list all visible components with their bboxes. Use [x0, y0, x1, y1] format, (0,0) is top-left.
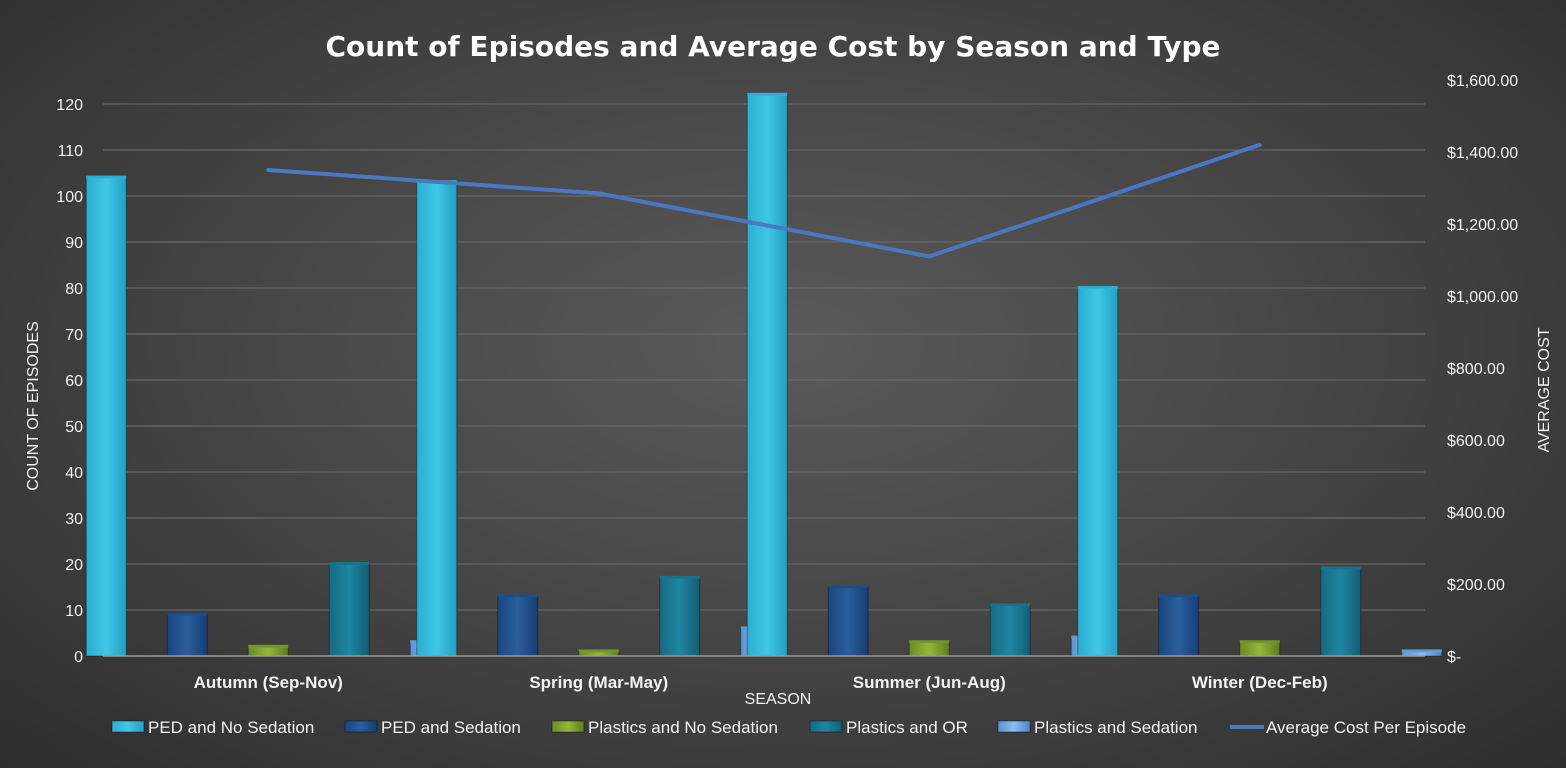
bar-cap — [828, 585, 869, 588]
y-tick-label: 0 — [74, 649, 83, 666]
category-label: Summer (Jun-Aug) — [853, 673, 1006, 692]
left-axis-ticks: 0 10 20 30 40 50 60 70 80 90 100 110 120 — [56, 97, 83, 666]
legend-label: Plastics and OR — [846, 718, 968, 737]
y2-tick-label: $200.00 — [1447, 577, 1505, 594]
bar-cap — [497, 594, 538, 598]
legend-swatch — [809, 720, 843, 733]
bar-cap — [86, 175, 127, 179]
legend-label: PED and No Sedation — [148, 718, 314, 737]
bar-cap — [578, 649, 619, 653]
bar-cap — [1320, 566, 1361, 570]
bar — [497, 595, 539, 657]
bar — [1158, 595, 1200, 657]
legend-swatch — [551, 720, 585, 733]
legend-swatch — [344, 720, 378, 733]
y-tick-label: 20 — [65, 557, 83, 574]
bar — [1320, 568, 1362, 657]
bar — [989, 604, 1031, 657]
bar-cap — [248, 644, 289, 648]
y-tick-label: 30 — [65, 511, 83, 528]
bar-cap — [659, 575, 700, 579]
y-tick-label: 40 — [65, 465, 83, 482]
y2-tick-label: $1,400.00 — [1447, 145, 1518, 162]
y2-axis-title: AVERAGE COST — [1536, 327, 1553, 452]
category-label: Winter (Dec-Feb) — [1192, 673, 1328, 692]
legend: PED and No Sedation PED and Sedation Plast… — [111, 718, 1466, 737]
bar — [166, 614, 208, 657]
y-tick-label: 120 — [56, 97, 83, 114]
legend-label: PED and Sedation — [381, 718, 521, 737]
category-labels: Autumn (Sep-Nov) Spring (Mar-May) Summer (… — [194, 673, 1328, 692]
average-cost-line — [266, 142, 1262, 259]
right-axis-ticks: $- $200.00 $400.00 $600.00 $800.00 $1,000.00 $… — [1447, 73, 1518, 666]
y-tick-label: 10 — [65, 603, 83, 620]
y2-tick-label: $800.00 — [1447, 361, 1505, 378]
category-label: Autumn (Sep-Nov) — [194, 673, 343, 692]
y-tick-label: 110 — [57, 143, 83, 160]
bar-cap — [1401, 649, 1442, 653]
y2-tick-label: $1,000.00 — [1447, 289, 1518, 306]
bar — [247, 646, 289, 657]
category-label: Spring (Mar-May) — [529, 673, 668, 692]
bar — [1077, 287, 1119, 657]
x-axis-title: SEASON — [745, 691, 812, 708]
legend-swatch — [997, 720, 1031, 733]
bar-cap — [990, 603, 1031, 607]
y-tick-label: 70 — [65, 327, 83, 344]
y2-tick-label: $1,200.00 — [1447, 217, 1518, 234]
bar-cap — [1239, 640, 1280, 644]
y-axis-title: COUNT OF EPISODES — [25, 321, 42, 491]
bar-series-group — [85, 92, 1443, 657]
y2-tick-label: $400.00 — [1447, 505, 1505, 522]
y-tick-label: 80 — [65, 281, 83, 298]
y2-tick-label: $- — [1447, 649, 1461, 666]
bar-cap — [1158, 594, 1199, 598]
bar-cap — [329, 562, 370, 565]
y2-tick-label: $1,600.00 — [1447, 73, 1518, 90]
y-tick-label: 60 — [65, 373, 83, 390]
bar — [1239, 641, 1281, 657]
y-tick-label: 100 — [56, 189, 83, 206]
line-series-group — [266, 142, 1262, 259]
bar-cap — [1077, 286, 1118, 289]
legend-label: Plastics and No Sedation — [588, 718, 778, 737]
y-tick-label: 50 — [65, 419, 83, 436]
bar-cap — [909, 640, 950, 644]
bar — [328, 563, 370, 657]
bar — [659, 577, 701, 657]
bar — [827, 586, 869, 657]
y-tick-label: 90 — [65, 235, 83, 252]
legend-label: Plastics and Sedation — [1034, 718, 1198, 737]
legend-swatch — [111, 720, 145, 733]
y2-tick-label: $600.00 — [1447, 433, 1505, 450]
bar — [85, 177, 127, 657]
bar-cap — [747, 92, 788, 96]
bar — [746, 94, 788, 657]
legend-label: Average Cost Per Episode — [1266, 718, 1466, 737]
bar — [908, 641, 950, 657]
bar-cap — [167, 612, 208, 616]
bar — [416, 181, 458, 657]
chart-title: Count of Episodes and Average Cost by Se… — [325, 30, 1220, 63]
